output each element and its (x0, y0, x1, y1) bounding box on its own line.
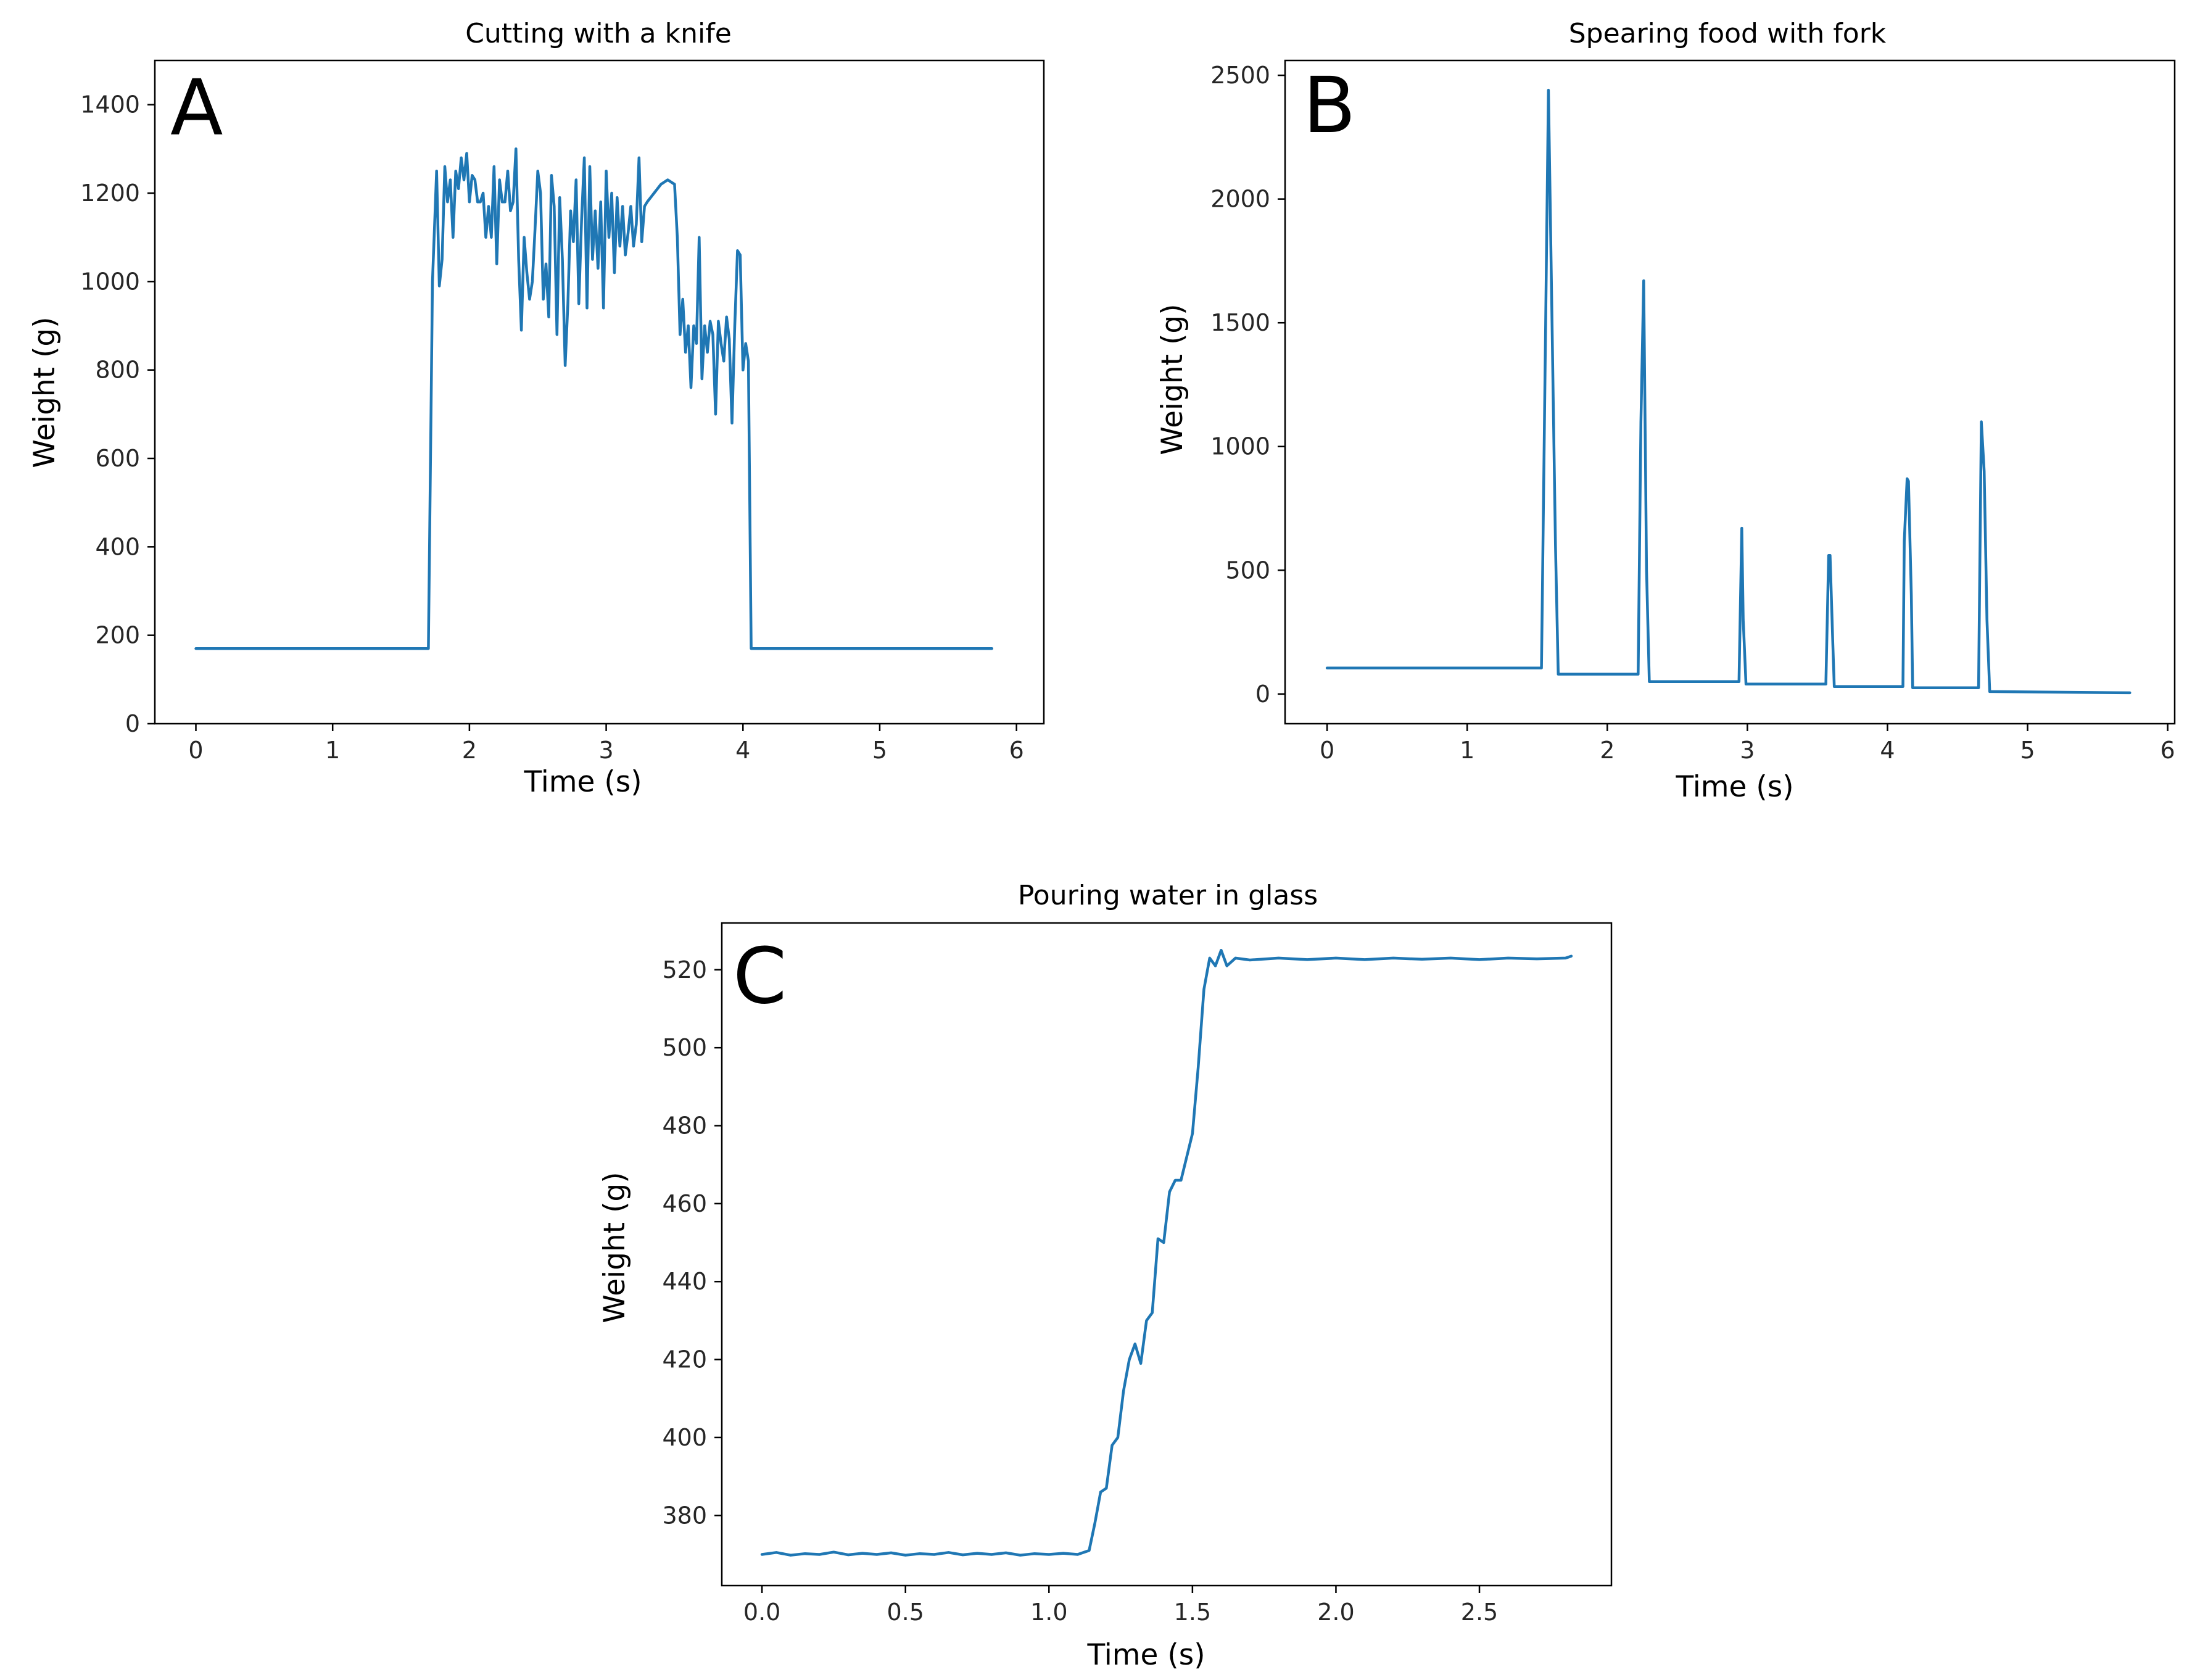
y-tick-label: 800 (95, 357, 140, 384)
y-tick-label: 0 (125, 710, 140, 737)
panel-label: C (733, 932, 787, 1021)
x-tick-label: 6 (2160, 737, 2175, 764)
x-axis-label: Time (s) (1086, 1638, 1205, 1672)
plot-frame (154, 59, 1045, 725)
y-tick-label: 500 (1225, 557, 1270, 584)
y-tick-label: 1500 (1210, 309, 1270, 336)
x-tick-label: 4 (1880, 737, 1895, 764)
plot-frame (1284, 59, 2176, 725)
panel-label: A (170, 64, 223, 153)
x-tick-label: 2.0 (1317, 1599, 1354, 1626)
y-axis-label: Weight (g) (28, 317, 62, 468)
y-tick-label: 500 (662, 1034, 707, 1061)
x-axis-ticks: 0 1 2 3 4 5 6 (188, 724, 1024, 764)
x-tick-label: 0 (1320, 737, 1334, 764)
y-tick-label: 2000 (1210, 186, 1270, 213)
x-tick-label: 3 (1740, 737, 1755, 764)
chart-panel-b: Spearing food with fork 0 1 2 3 4 5 6 0 500 1000… (1156, 18, 2176, 804)
y-tick-label: 1000 (80, 268, 140, 295)
y-axis-label: Weight (g) (1156, 304, 1189, 455)
x-tick-label: 2.5 (1461, 1599, 1498, 1626)
y-tick-label: 520 (662, 956, 707, 983)
x-tick-label: 6 (1009, 737, 1024, 764)
x-tick-label: 0 (188, 737, 203, 764)
y-axis-label: Weight (g) (598, 1172, 632, 1323)
y-tick-label: 420 (662, 1346, 707, 1373)
x-axis-ticks: 0.0 0.5 1.0 1.5 2.0 2.5 (743, 1586, 1498, 1626)
x-axis-label: Time (s) (523, 765, 642, 799)
y-axis-ticks: 0 200 400 600 800 1000 1200 1400 (80, 91, 155, 737)
x-tick-label: 4 (735, 737, 750, 764)
y-tick-label: 0 (1255, 681, 1270, 708)
y-tick-label: 2500 (1210, 62, 1270, 89)
series-line (194, 147, 994, 650)
x-tick-label: 1 (1460, 737, 1474, 764)
y-axis-ticks: 0 500 1000 1500 2000 2500 (1210, 62, 1285, 708)
x-tick-label: 1 (325, 737, 340, 764)
chart-title: Cutting with a knife (465, 18, 732, 49)
y-tick-label: 460 (662, 1190, 707, 1217)
y-tick-label: 480 (662, 1112, 707, 1140)
y-axis-ticks: 380 400 420 440 460 480 500 520 (662, 956, 722, 1529)
chart-title: Spearing food with fork (1569, 18, 1887, 49)
x-tick-label: 0.5 (887, 1599, 924, 1626)
y-tick-label: 400 (95, 533, 140, 560)
series-line (1325, 88, 2132, 695)
y-tick-label: 400 (662, 1424, 707, 1451)
series-line (760, 948, 1573, 1557)
y-tick-label: 600 (95, 445, 140, 472)
y-tick-label: 440 (662, 1268, 707, 1295)
plot-frame (721, 922, 1613, 1587)
y-tick-label: 1000 (1210, 433, 1270, 460)
y-tick-label: 200 (95, 622, 140, 649)
x-tick-label: 2 (1600, 737, 1615, 764)
x-tick-label: 3 (598, 737, 613, 764)
x-tick-label: 0.0 (743, 1599, 780, 1626)
x-tick-label: 2 (462, 737, 477, 764)
chart-panel-a: Cutting with a knife 0 1 2 3 4 5 6 0 200 400 600 8… (28, 18, 1045, 799)
x-axis-ticks: 0 1 2 3 4 5 6 (1320, 724, 2175, 764)
chart-panel-c: Pouring water in glass 0.0 0.5 1.0 1.5 2.0 2.… (598, 880, 1613, 1672)
panel-label: B (1303, 61, 1356, 151)
chart-title: Pouring water in glass (1018, 880, 1318, 911)
y-tick-label: 380 (662, 1502, 707, 1529)
x-axis-label: Time (s) (1675, 770, 1793, 804)
y-tick-label: 1400 (80, 91, 140, 118)
x-tick-label: 1.5 (1174, 1599, 1211, 1626)
y-tick-label: 1200 (80, 180, 140, 207)
x-tick-label: 5 (872, 737, 887, 764)
x-tick-label: 5 (2020, 737, 2035, 764)
x-tick-label: 1.0 (1030, 1599, 1067, 1626)
